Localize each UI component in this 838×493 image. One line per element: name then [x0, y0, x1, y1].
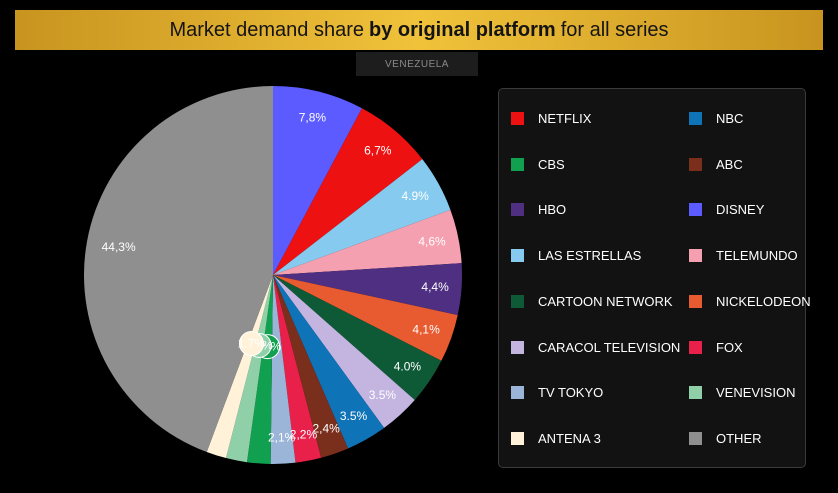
legend-swatch [511, 249, 524, 263]
legend-swatch [689, 431, 702, 445]
legend-swatch [511, 112, 524, 125]
legend-item-nickelodeon: NICKELODEON [689, 294, 811, 309]
legend-swatch [511, 294, 524, 308]
slice-label-hbo: 4,4% [421, 280, 449, 294]
legend-swatch [689, 340, 702, 354]
slice-label-other: 44,3% [102, 240, 136, 254]
pie-slice-abc [273, 275, 349, 458]
legend-swatch [511, 157, 524, 171]
legend-item-caracol-television: CARACOL TELEVISION [511, 340, 680, 355]
legend-label: NICKELODEON [716, 293, 811, 309]
legend-label: ANTENA 3 [538, 430, 601, 446]
legend-swatch [689, 249, 702, 263]
pie-slice-netflix [273, 108, 423, 276]
legend-item-abc: ABC [689, 157, 743, 172]
legend-label: CARTOON NETWORK [538, 293, 673, 309]
legend-swatch [689, 386, 702, 400]
legend-label: OTHER [716, 430, 762, 446]
legend-swatch [689, 112, 702, 125]
slice-label-cartoon-network: 4.0% [394, 359, 422, 373]
legend-item-hbo: HBO [511, 202, 566, 217]
legend-label: CARACOL TELEVISION [538, 339, 681, 355]
pie-slice-cbs [246, 275, 273, 464]
slice-label-abc: 2,4% [312, 422, 340, 436]
legend-label: LAS ESTRELLAS [538, 248, 642, 264]
pie-slice-tv-tokyo [270, 275, 296, 464]
legend-item-venevision: VENEVISION [689, 385, 795, 400]
legend-label: DISNEY [716, 202, 765, 218]
legend-swatch [689, 203, 702, 217]
legend-label: TELEMUNDO [716, 248, 798, 264]
slice-label-las-estrellas: 4.9% [402, 189, 430, 203]
pie-slice-nickelodeon [273, 275, 458, 361]
legend-item-las-estrellas: LAS ESTRELLAS [511, 248, 641, 263]
legend-item-netflix: NETFLIX [511, 111, 591, 126]
legend-label: NETFLIX [538, 111, 592, 126]
pie-slice-cartoon-network [273, 275, 442, 400]
legend-label: CBS [538, 156, 565, 172]
legend-label: FOX [716, 339, 743, 355]
legend-swatch [689, 157, 702, 171]
legend-swatch [689, 294, 702, 308]
chart-title: Market demand share by original platform… [15, 10, 823, 50]
pie-slice-hbo [273, 263, 462, 316]
pie-slice-venevision [225, 275, 273, 463]
slice-label-nickelodeon: 4,1% [412, 323, 440, 337]
slice-label-nbc: 3.5% [340, 409, 368, 423]
legend-item-nbc: NBC [689, 111, 743, 126]
legend: NETFLIX NBC CBS ABC HBO DISNEY LAS ESTRELLAS TE… [498, 88, 811, 468]
slice-label-telemundo: 4,6% [418, 235, 446, 249]
legend-label: HBO [538, 202, 567, 218]
legend-label: VENEVISION [716, 385, 796, 401]
slice-label-caracol-television: 3.5% [369, 388, 397, 402]
legend-swatch [511, 386, 524, 400]
title-prefix: Market demand share [169, 18, 365, 41]
legend-label: NBC [716, 111, 744, 126]
slice-label-fox: 2,2% [290, 428, 318, 442]
legend-item-cbs: CBS [511, 157, 565, 172]
pie-slice-caracol-television [273, 275, 415, 428]
legend-item-antena-3: ANTENA 3 [511, 431, 601, 446]
slice-label-tv-tokyo: 2,1% [268, 430, 296, 444]
legend-item-tv-tokyo: TV TOKYO [511, 385, 603, 400]
legend-item-other: OTHER [689, 431, 762, 446]
legend-item-telemundo: TELEMUNDO [689, 248, 798, 263]
legend-swatch [511, 340, 524, 354]
pie-slice-fox [273, 275, 322, 463]
slice-label-antena-3: 1.7% [238, 337, 266, 351]
pie-slice-other [83, 86, 273, 453]
title-suffix: for all series [560, 18, 669, 41]
country-tab[interactable]: VENEZUELA [356, 52, 478, 76]
pie-slice-antena-3 [206, 275, 273, 459]
pie-slice-nbc [273, 275, 385, 449]
pie-slice-telemundo [273, 209, 462, 275]
slice-label-netflix: 6,7% [364, 144, 392, 158]
legend-label: TV TOKYO [538, 385, 604, 401]
legend-swatch [511, 203, 524, 217]
slice-bubble-antena-3 [238, 331, 264, 357]
slice-label-disney: 7,8% [299, 110, 327, 124]
legend-item-fox: FOX [689, 340, 743, 355]
pie-slice-disney [273, 86, 362, 275]
legend-item-cartoon-network: CARTOON NETWORK [511, 294, 673, 309]
pie-slice-las-estrellas [273, 159, 451, 275]
legend-label: ABC [716, 156, 743, 172]
legend-swatch [511, 431, 524, 445]
title-bold: by original platform [369, 18, 556, 41]
legend-item-disney: DISNEY [689, 202, 764, 217]
